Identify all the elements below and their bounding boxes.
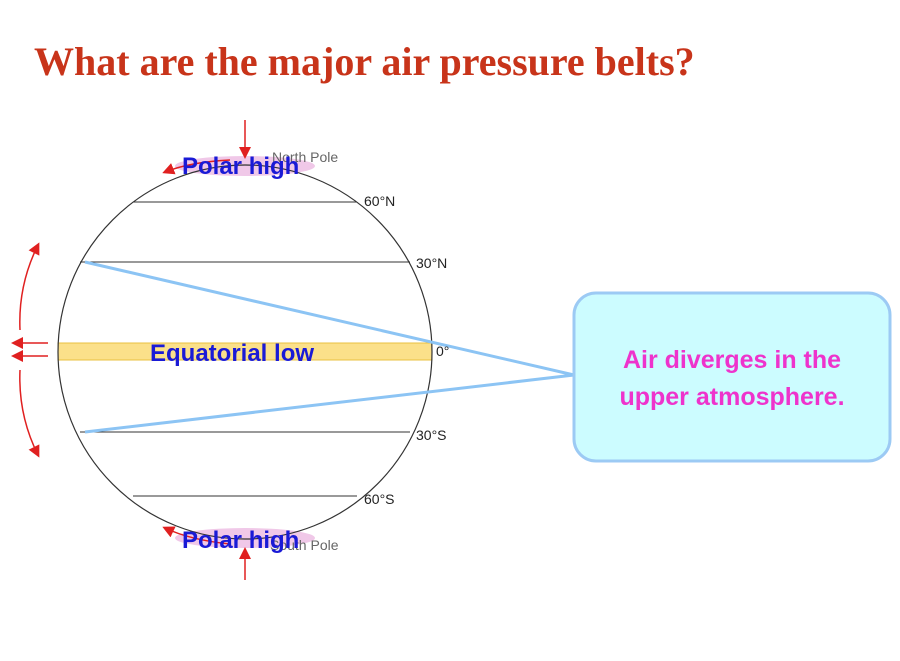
belt-label: Polar high: [182, 153, 299, 180]
latitude-label: 30°N: [416, 255, 447, 271]
latitude-label: 30°S: [416, 427, 447, 443]
pointer-line: [84, 260, 575, 377]
belt-label: Polar high: [182, 527, 299, 554]
latitude-label: 60°S: [364, 491, 395, 507]
latitude-label: 0°: [436, 343, 449, 359]
latitude-label: 60°N: [364, 193, 395, 209]
pointer-line: [84, 373, 575, 434]
wind-arrows: [11, 120, 251, 580]
callout-box: [572, 291, 892, 463]
globe: [57, 164, 433, 540]
title: What are the major air pressure belts?: [34, 39, 695, 84]
pole-label: North Pole: [272, 149, 338, 165]
polar-high-zone: [175, 528, 315, 548]
belt-label: Equatorial low: [150, 340, 314, 367]
pole-label: South Pole: [270, 537, 339, 553]
callout-text: upper atmosphere.: [619, 383, 844, 411]
callout-text: Air diverges in the: [623, 346, 841, 374]
